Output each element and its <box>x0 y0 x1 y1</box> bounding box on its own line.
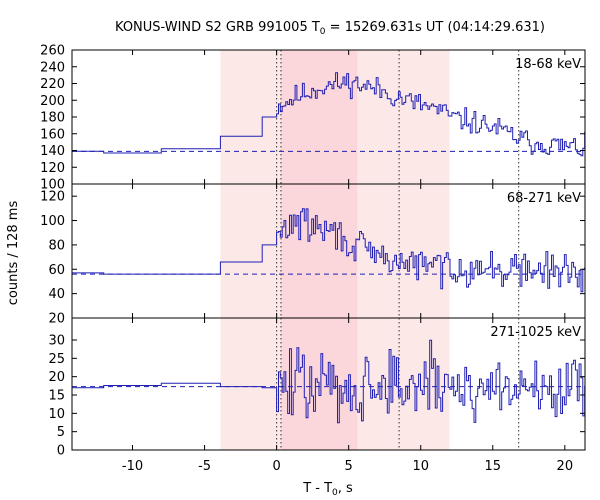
energy-band-label: 18-68 keV <box>515 57 581 72</box>
y-tick-label: 15 <box>48 389 65 404</box>
y-tick-label: 220 <box>40 77 65 92</box>
y-tick-label: 260 <box>40 44 65 59</box>
energy-band-label: 271-1025 keV <box>490 325 581 340</box>
y-tick-label: 30 <box>48 334 65 349</box>
y-tick-label: 60 <box>48 263 65 278</box>
y-tick-label: 40 <box>48 287 65 302</box>
y-tick-label: 240 <box>40 60 65 75</box>
x-tick-label: -5 <box>198 459 211 474</box>
y-tick-label: 100 <box>40 214 65 229</box>
y-tick-label: 160 <box>40 127 65 142</box>
y-tick-label: 120 <box>40 190 65 205</box>
y-tick-label: 100 <box>40 178 65 193</box>
y-tick-label: 20 <box>48 370 65 385</box>
x-tick-label: 20 <box>557 459 574 474</box>
dotted-marker-lines <box>276 50 520 450</box>
y-tick-label: 0 <box>57 444 65 459</box>
y-tick-label: 20 <box>48 312 65 327</box>
y-tick-label: 25 <box>48 352 65 367</box>
x-tick-label: 0 <box>272 459 280 474</box>
x-axis: -10 -5 0 5 10 15 20 <box>122 459 573 474</box>
y-tick-label: 5 <box>57 425 65 440</box>
y-tick-label: 80 <box>48 238 65 253</box>
x-tick-label: 5 <box>345 459 353 474</box>
light-curve-series <box>72 339 586 424</box>
y-tick-label: 180 <box>40 111 65 126</box>
panel-3: 0 5 10 15 20 25 30 271-1025 keV <box>48 317 586 459</box>
x-tick-label: 10 <box>412 459 429 474</box>
x-tick-label: 15 <box>485 459 502 474</box>
panel-frame <box>71 317 586 451</box>
energy-band-label: 68-271 keV <box>507 191 581 206</box>
y-tick-label: 140 <box>40 144 65 159</box>
x-axis-label: T - T0, s <box>302 481 353 498</box>
light-curve-series <box>72 208 586 293</box>
y-tick-label: 120 <box>40 161 65 176</box>
y-tick-label: 200 <box>40 94 65 109</box>
shaded-regions <box>220 50 450 450</box>
y-tick-label: 10 <box>48 407 65 422</box>
y-axis-label: counts / 128 ms <box>6 201 21 306</box>
x-tick-label: -10 <box>122 459 143 474</box>
light-curve-series <box>72 72 586 157</box>
chart-title: KONUS-WIND S2 GRB 991005 T0 = 15269.631s… <box>115 20 545 37</box>
